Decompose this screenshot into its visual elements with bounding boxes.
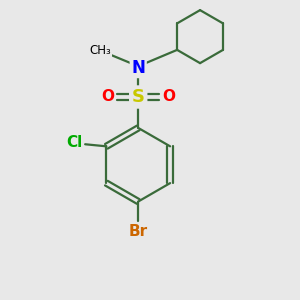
Text: CH₃: CH₃ [90,44,111,57]
Text: Cl: Cl [66,135,82,150]
Text: N: N [131,58,145,76]
Text: O: O [163,89,176,104]
Text: Br: Br [129,224,148,239]
Text: O: O [101,89,114,104]
Text: S: S [132,88,145,106]
